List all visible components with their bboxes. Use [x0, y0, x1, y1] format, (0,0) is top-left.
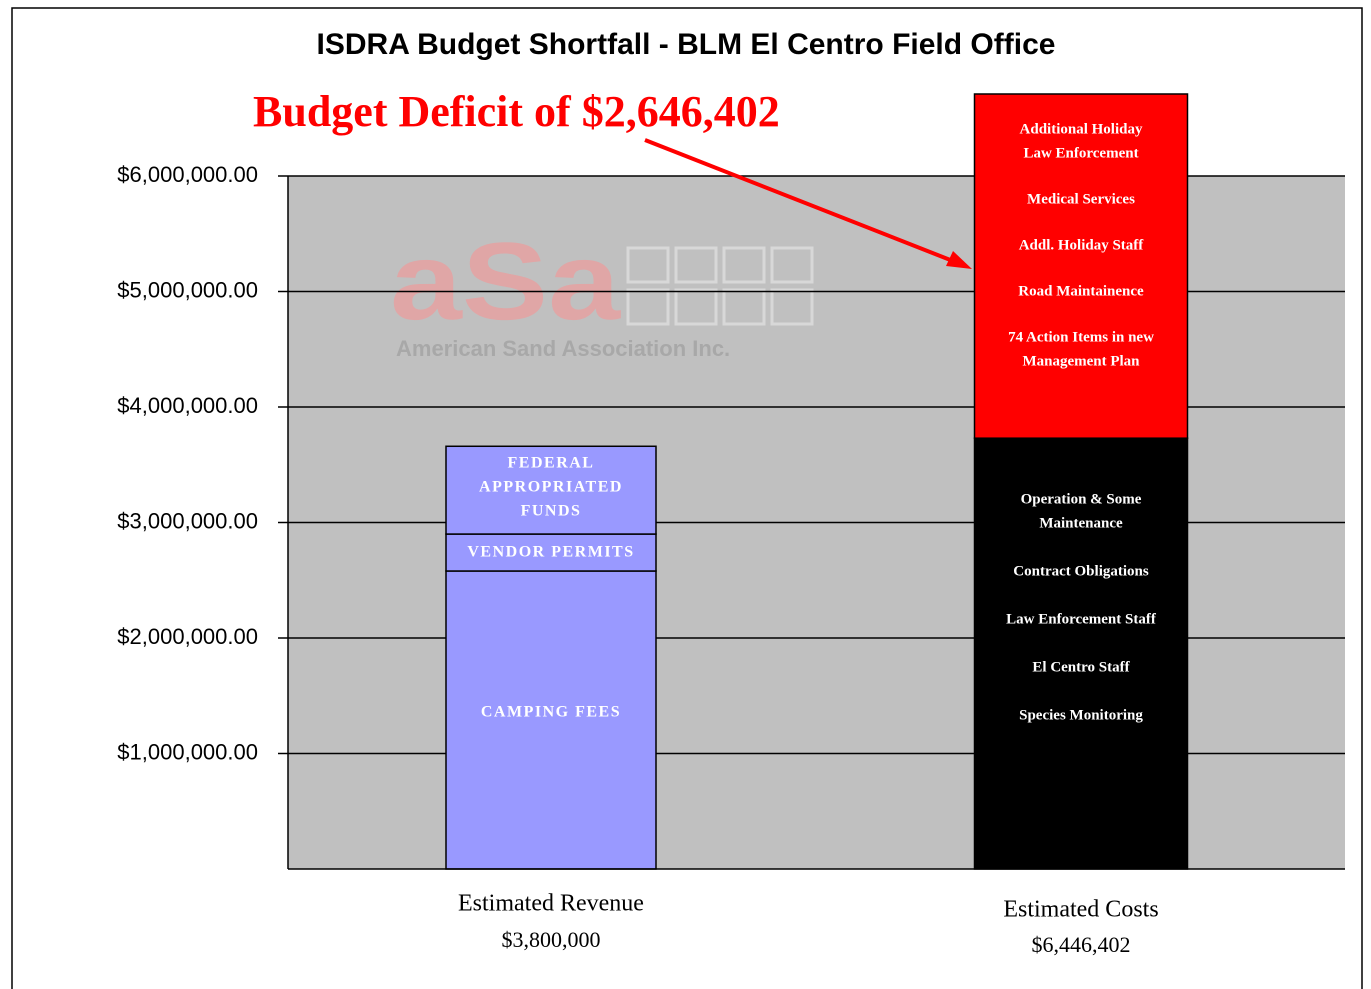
y-tick-label: $3,000,000.00: [117, 508, 258, 533]
total-label: $6,446,402: [1032, 932, 1131, 957]
bar-segment: [973, 93, 1189, 439]
x-tick-label: Estimated Costs: [1003, 897, 1158, 923]
segment-label: Addl. Holiday Staff: [1019, 237, 1145, 253]
segment-label: Additional Holiday: [1020, 121, 1143, 137]
segment-label: Law Enforcement Staff: [1006, 611, 1157, 627]
chart-title: ISDRA Budget Shortfall - BLM El Centro F…: [317, 28, 1056, 61]
segment-label: APPROPRIATED: [479, 479, 623, 496]
y-tick-label: $2,000,000.00: [117, 624, 258, 649]
bar-segment: [445, 445, 657, 535]
segment-label: Management Plan: [1022, 353, 1140, 369]
segment-label: Road Maintainence: [1018, 283, 1144, 299]
segment-label: Operation & Some: [1021, 491, 1142, 507]
y-tick-label: $5,000,000.00: [117, 277, 258, 302]
segment-label: FEDERAL: [508, 455, 595, 472]
watermark-squares: [626, 246, 814, 326]
x-tick-label: Estimated Revenue: [458, 891, 644, 917]
segment-label: El Centro Staff: [1032, 659, 1130, 675]
segment-label: Maintenance: [1039, 515, 1123, 531]
segment-label: VENDOR PERMITS: [467, 544, 634, 561]
watermark-logo: aSa: [390, 220, 621, 343]
segment-label: Law Enforcement: [1023, 145, 1138, 161]
annotation-arrow: [644, 138, 959, 265]
segment-label: FUNDS: [521, 503, 582, 520]
segment-label: Contract Obligations: [1013, 563, 1149, 579]
watermark-text: American Sand Association Inc.: [396, 336, 730, 361]
y-tick-label: $4,000,000.00: [117, 393, 258, 418]
segment-label: Species Monitoring: [1019, 707, 1143, 723]
y-tick-label: $1,000,000.00: [117, 739, 258, 764]
annotation-arrowhead: [946, 251, 972, 269]
segment-label: 74 Action Items in new: [1008, 329, 1154, 345]
bar-segment: [445, 570, 657, 870]
segment-label: CAMPING FEES: [481, 704, 621, 721]
segment-label: Medical Services: [1027, 191, 1135, 207]
total-label: $3,800,000: [502, 927, 601, 952]
annotation: Budget Deficit of $2,646,402: [253, 87, 780, 136]
y-tick-label: $6,000,000.00: [117, 162, 258, 187]
